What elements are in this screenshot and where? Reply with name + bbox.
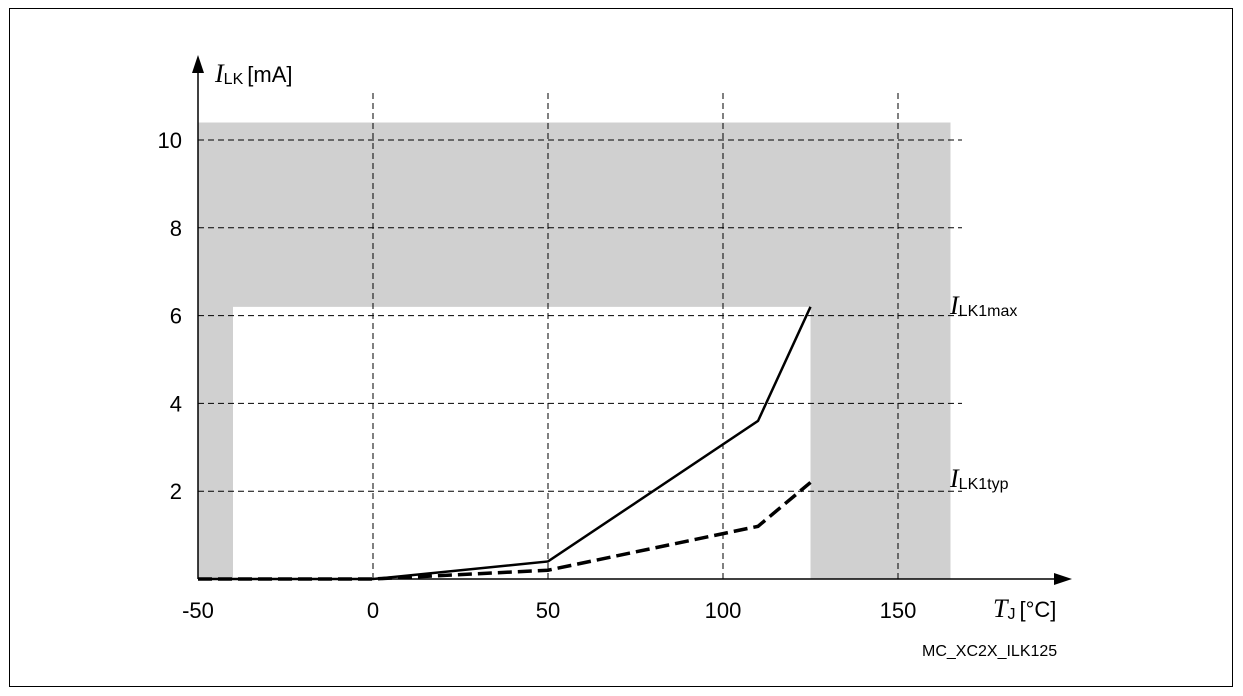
- x-tick-label: -50: [182, 598, 214, 623]
- y-axis-label: ILK [mA]: [214, 59, 292, 88]
- grid: [198, 89, 962, 579]
- y-axis-arrow: [192, 55, 204, 73]
- annotation-ilk1typ: ILK1typ: [949, 464, 1009, 493]
- leakage-current-chart: -50 0 50 100 150 2 4 6 8 10 ILK [mA] TJ [°C] ILK1ma…: [158, 55, 1072, 660]
- series-line-ilk1max: [198, 306, 812, 581]
- y-tick-label: 10: [158, 128, 182, 153]
- y-tick-label: 2: [170, 479, 182, 504]
- figure-frame: -50 0 50 100 150 2 4 6 8 10 ILK [mA] TJ [°C] ILK1ma…: [9, 8, 1233, 687]
- shaded-area: [198, 122, 951, 579]
- shaded-region: [198, 122, 951, 579]
- y-tick-label: 8: [170, 216, 182, 241]
- series-line-ilk1typ: [198, 481, 812, 581]
- x-tick-label: 50: [536, 598, 560, 623]
- x-tick-label: 150: [880, 598, 917, 623]
- figure-id: MC_XC2X_ILK125: [922, 643, 1057, 660]
- x-axis-label: TJ [°C]: [993, 594, 1056, 623]
- tick-labels: -50 0 50 100 150 2 4 6 8 10: [158, 128, 917, 623]
- x-tick-label: 100: [705, 598, 742, 623]
- x-tick-label: 0: [367, 598, 379, 623]
- y-tick-label: 6: [170, 304, 182, 329]
- annotation-ilk1max: ILK1max: [949, 291, 1017, 320]
- y-tick-label: 4: [170, 391, 182, 416]
- series: [198, 306, 812, 581]
- x-axis-arrow: [1054, 573, 1072, 585]
